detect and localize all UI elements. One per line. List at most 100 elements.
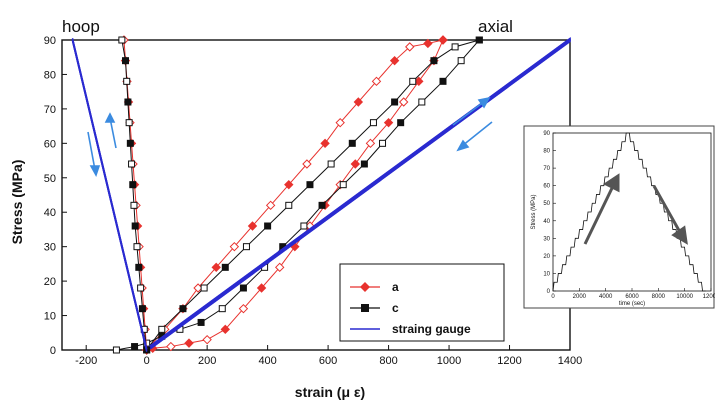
axial-c-unloading--point (239, 284, 247, 292)
x-tick-label: 1200 (497, 355, 521, 367)
axial-c-unloading--point (218, 305, 226, 313)
axial-c-unloading--point (379, 139, 387, 147)
axial-a-point (353, 97, 364, 107)
axial-c-point (451, 43, 459, 51)
axial-a-point (211, 262, 221, 273)
inset-x-tick-label: 6000 (625, 294, 639, 300)
axial-c-point (430, 57, 438, 65)
inset-x-tick-label: 4000 (599, 294, 613, 300)
axial-a-point (320, 138, 330, 149)
y-tick-label: 40 (44, 207, 56, 219)
inset-y-axis-title: Stress (MPa) (531, 194, 537, 229)
hoop-c-point (131, 222, 139, 230)
hoop-c-point (125, 119, 133, 127)
inset-y-tick-label: 50 (543, 201, 550, 207)
axial-c-point (264, 222, 272, 230)
inset-x-tick-label: 10000 (676, 294, 693, 300)
inset-outer-box (523, 125, 715, 309)
x-tick-label: 600 (319, 355, 337, 367)
inset-y-tick-label: 10 (543, 271, 550, 277)
axial-c-unloading--point (418, 98, 426, 106)
axial-a-point (284, 179, 294, 190)
axial-a-point (371, 76, 382, 87)
inset-y-tick-label: 80 (543, 149, 550, 155)
axial-c-point (221, 263, 229, 271)
hoop-c-point (122, 57, 129, 65)
axial-c-unloading--point (457, 57, 465, 65)
axial-a-unloading--point (220, 324, 230, 335)
legend-label-c: c (392, 301, 399, 315)
legend-label-strain-gauge: straing gauge (392, 322, 471, 336)
hoop-c-point (137, 284, 145, 292)
inset-y-tick-label: 60 (543, 184, 550, 190)
hoop-annotation: hoop (62, 17, 100, 36)
x-tick-label: 1000 (437, 355, 461, 367)
axial-a-line (146, 39, 444, 351)
inset-trend-arrows (583, 173, 688, 245)
axial-c-point (391, 98, 399, 106)
x-tick-label: 1400 (558, 355, 582, 367)
x-tick-label: -200 (75, 355, 97, 367)
y-tick-label: 80 (44, 69, 56, 81)
axial-a-point (302, 159, 312, 169)
axial-c-point (285, 201, 293, 209)
axial-c-unloading--point (360, 160, 368, 168)
x-tick-label: 800 (379, 355, 397, 367)
main-axis-ticks: -200 0 200 400 600 800 1000 1200 140001020304050… (44, 35, 582, 367)
axial-c-unloading--point (131, 343, 139, 351)
x-axis-title: strain (μ ε) (295, 384, 365, 400)
axial-a-unloading--point (398, 97, 409, 107)
axial-a-point (405, 42, 415, 52)
axial-a-unloading--point (438, 35, 448, 45)
inset-y-tick-label: 90 (543, 131, 550, 137)
axial-a-unloading--point (383, 117, 394, 128)
axial-a-point (389, 55, 400, 66)
y-tick-label: 30 (44, 242, 56, 254)
axial-c-point (306, 181, 314, 189)
axial-a-unloading--point (275, 262, 285, 273)
hoop-c-point (135, 263, 143, 271)
inset-y-tick-label: 20 (543, 254, 550, 260)
axial-a-point (247, 221, 258, 231)
hoop-c-point (123, 77, 131, 85)
inset-y-tick-label: 30 (543, 236, 550, 242)
hoop-c-point (126, 139, 134, 147)
axial-c-unloading--point (300, 222, 308, 230)
axial-a-unloading--point (256, 283, 267, 293)
y-tick-label: 10 (44, 311, 56, 323)
hoop-c-point (128, 160, 136, 168)
axial-c-point (348, 139, 356, 147)
axial-c-unloading--point (439, 77, 447, 85)
y-tick-label: 60 (44, 138, 56, 150)
y-tick-label: 70 (44, 104, 56, 116)
inset-x-axis-title: time (sec) (619, 301, 645, 307)
axial-c-point (369, 119, 377, 127)
hoop-c-point (129, 181, 137, 189)
inset-y-tick-label: 70 (543, 166, 550, 172)
inset-x-tick-label: 0 (551, 294, 555, 300)
axial-c-unloading--point (318, 201, 326, 209)
hoop-c-point (138, 305, 146, 313)
axial-c-point (242, 243, 250, 251)
x-tick-label: 200 (198, 355, 216, 367)
axial-c-unloading--point (475, 36, 483, 44)
inset-x-tick-label: 2000 (573, 294, 587, 300)
axial-c-unloading--point (112, 346, 120, 354)
legend: a c straing gauge (339, 263, 505, 342)
x-tick-label: 400 (258, 355, 276, 367)
y-tick-label: 90 (44, 35, 56, 47)
axial-c-point (327, 160, 335, 168)
axial-a-unloading--point (166, 341, 176, 352)
axial-a-unloading--point (184, 338, 194, 348)
legend-marker-a (360, 282, 370, 292)
hoop-c-point (118, 36, 126, 44)
axial-a-point (265, 200, 276, 211)
hoop-c-line (121, 39, 148, 351)
axial-c-unloading--point (339, 181, 347, 189)
axial-a-unloading--point (365, 138, 376, 149)
main-plot-series (71, 35, 571, 355)
